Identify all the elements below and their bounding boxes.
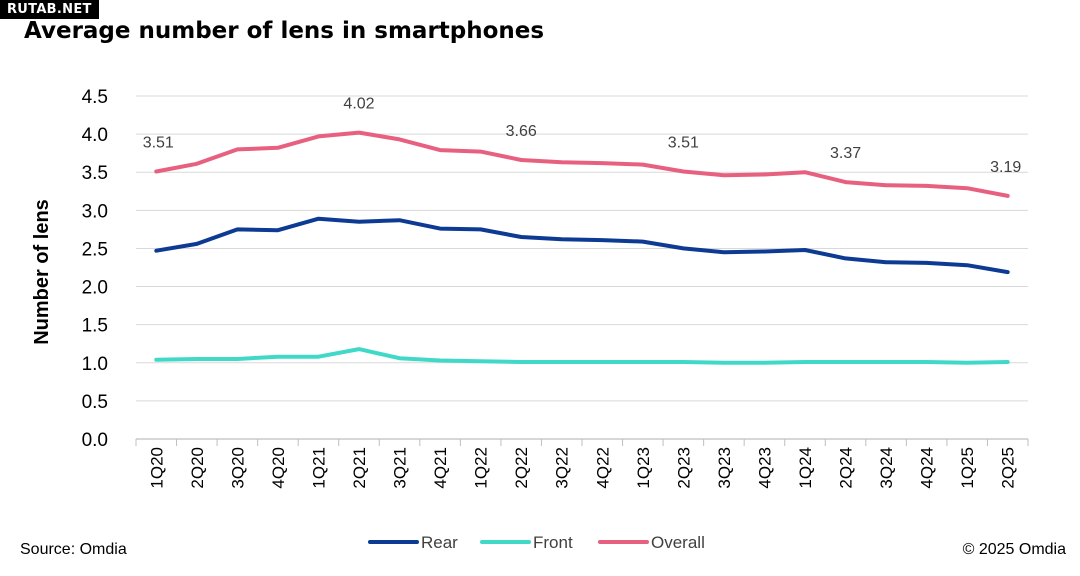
source-note: Source: Omdia — [20, 541, 127, 558]
x-tick-label: 4Q24 — [918, 447, 937, 489]
data-label: 3.37 — [830, 145, 861, 162]
legend-label-rear: Rear — [421, 533, 458, 552]
data-label: 3.51 — [668, 134, 699, 151]
x-tick-label: 2Q23 — [674, 447, 693, 489]
x-tick-label: 1Q22 — [472, 447, 491, 489]
y-tick-label: 0.5 — [82, 392, 108, 413]
watermark: RUTAB.NET — [0, 0, 99, 19]
y-tick-label: 4.0 — [82, 125, 108, 146]
y-axis-label: Number of lens — [31, 199, 53, 345]
y-tick-label: 4.5 — [82, 87, 108, 108]
x-tick-label: 1Q20 — [147, 447, 166, 489]
y-tick-label: 1.0 — [82, 354, 108, 375]
x-tick-label: 2Q20 — [188, 447, 207, 489]
series-lines — [154, 130, 1010, 365]
x-tick-label: 1Q24 — [796, 447, 815, 489]
y-tick-label: 3.0 — [82, 201, 108, 222]
x-tick-label: 4Q23 — [755, 447, 774, 489]
y-tick-labels: 0.0 0.5 1.0 1.5 2.0 2.5 3.0 3.5 4.0 4.5 — [82, 87, 108, 451]
axes — [135, 438, 1029, 446]
legend: Rear Front Overall — [368, 533, 705, 552]
chart-title: Average number of lens in smartphones — [24, 18, 545, 44]
x-tick-label: 4Q22 — [593, 447, 612, 489]
data-labels: 3.51 4.02 3.66 3.51 3.37 3.19 — [143, 96, 1022, 176]
series-line-front — [154, 347, 1010, 365]
gridlines — [136, 95, 1028, 402]
series-line-overall — [154, 130, 1010, 198]
y-tick-label: 1.5 — [82, 316, 108, 337]
x-tick-labels: 1Q20 2Q20 3Q20 4Q20 1Q21 2Q21 3Q21 4Q21 1Q22 2Q22… — [147, 447, 1017, 489]
x-tick-label: 2Q24 — [837, 447, 856, 489]
x-tick-label: 3Q23 — [715, 447, 734, 489]
x-tick-label: 1Q23 — [634, 447, 653, 489]
x-tick-label: 3Q22 — [553, 447, 572, 489]
x-tick-label: 1Q25 — [958, 447, 977, 489]
data-label: 4.02 — [343, 96, 374, 113]
x-tick-label: 4Q20 — [269, 447, 288, 489]
data-label: 3.19 — [990, 159, 1021, 176]
legend-label-overall: Overall — [651, 533, 705, 552]
data-label: 3.51 — [143, 134, 174, 151]
x-tick-label: 3Q21 — [391, 447, 410, 489]
x-tick-label: 2Q22 — [512, 447, 531, 489]
x-tick-label: 4Q21 — [431, 447, 450, 489]
x-tick-label: 3Q24 — [877, 447, 896, 489]
y-tick-label: 2.0 — [82, 278, 108, 299]
x-tick-label: 2Q21 — [350, 447, 369, 489]
series-line-rear — [154, 216, 1010, 275]
y-tick-label: 2.5 — [82, 239, 108, 260]
y-tick-label: 3.5 — [82, 163, 108, 184]
x-tick-label: 3Q20 — [228, 447, 247, 489]
y-tick-label: 0.0 — [82, 430, 108, 451]
x-tick-label: 1Q21 — [309, 447, 328, 489]
copyright-note: © 2025 Omdia — [962, 541, 1066, 558]
legend-label-front: Front — [533, 533, 573, 552]
data-label: 3.66 — [506, 123, 537, 140]
x-tick-label: 2Q25 — [999, 447, 1018, 489]
